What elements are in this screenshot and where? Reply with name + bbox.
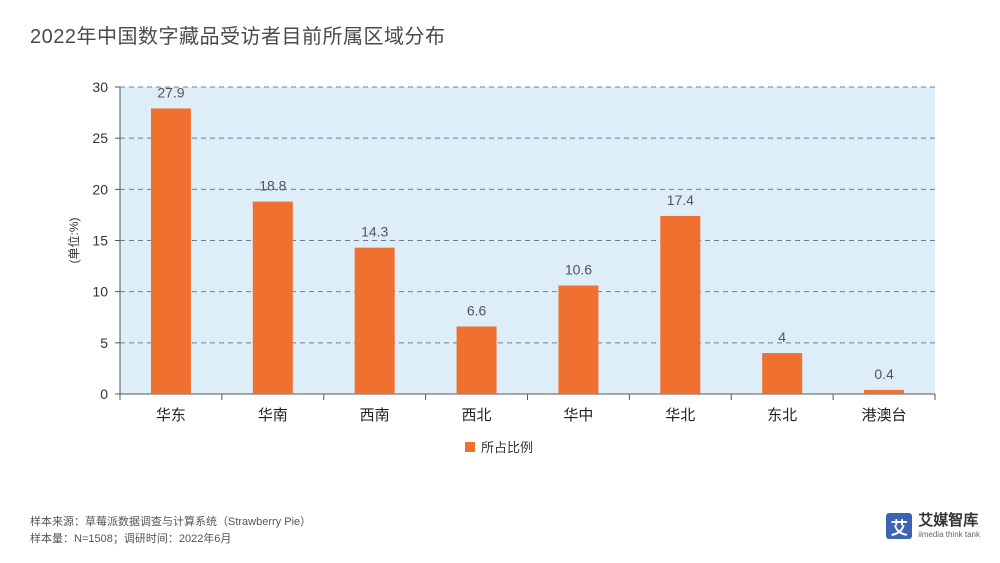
y-tick-label: 10 bbox=[92, 284, 108, 300]
brand-logo: 艾 艾媒智库 iimedia think tank bbox=[886, 513, 980, 539]
y-tick-label: 20 bbox=[92, 181, 108, 197]
y-axis-label: (单位:%) bbox=[66, 217, 81, 263]
legend-label: 所占比例 bbox=[481, 440, 533, 455]
brand-name: 艾媒智库 bbox=[918, 512, 979, 529]
brand-subtitle: iimedia think tank bbox=[918, 530, 980, 539]
x-tick-label: 港澳台 bbox=[862, 407, 907, 424]
data-label: 14.3 bbox=[361, 224, 388, 240]
x-tick-label: 西北 bbox=[462, 407, 492, 424]
y-tick-label: 30 bbox=[92, 79, 108, 95]
x-tick-label: 华东 bbox=[156, 407, 186, 424]
x-tick-label: 华中 bbox=[563, 407, 593, 424]
bar bbox=[864, 389, 905, 394]
chart-title: 2022年中国数字藏品受访者目前所属区域分布 bbox=[30, 26, 446, 48]
data-label: 6.6 bbox=[467, 302, 487, 318]
bar bbox=[762, 353, 803, 394]
bar bbox=[150, 108, 191, 395]
bar bbox=[558, 285, 599, 394]
bar bbox=[354, 247, 395, 394]
y-tick-label: 25 bbox=[92, 130, 108, 146]
y-tick-label: 5 bbox=[100, 335, 108, 351]
brand-badge-icon: 艾 bbox=[886, 513, 913, 539]
legend-swatch bbox=[465, 442, 475, 452]
data-label: 17.4 bbox=[667, 192, 694, 208]
bar bbox=[660, 215, 701, 394]
data-label: 18.8 bbox=[259, 178, 286, 194]
data-label: 27.9 bbox=[157, 84, 184, 100]
y-tick-label: 15 bbox=[92, 233, 108, 249]
x-tick-label: 西南 bbox=[360, 407, 390, 424]
bar bbox=[252, 201, 293, 394]
data-label: 10.6 bbox=[565, 262, 592, 278]
sample-note: 样本量：N=1508；调研时间：2022年6月 bbox=[30, 533, 232, 545]
x-tick-label: 华北 bbox=[665, 407, 695, 424]
bar bbox=[456, 326, 497, 394]
data-label: 4 bbox=[778, 329, 786, 345]
x-tick-label: 东北 bbox=[767, 407, 797, 424]
source-note: 样本来源：草莓派数据调查与计算系统（Strawberry Pie） bbox=[30, 516, 312, 528]
y-tick-label: 0 bbox=[100, 386, 108, 402]
data-label: 0.4 bbox=[874, 366, 894, 382]
x-tick-label: 华南 bbox=[258, 407, 288, 424]
